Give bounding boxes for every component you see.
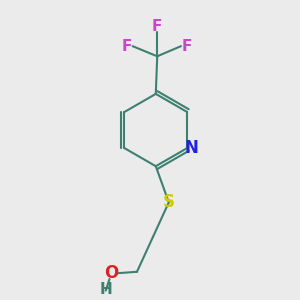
Text: N: N <box>184 139 198 157</box>
Text: O: O <box>104 264 118 282</box>
Text: H: H <box>99 282 112 297</box>
Text: F: F <box>182 39 192 54</box>
Text: S: S <box>163 194 175 211</box>
Text: F: F <box>152 19 162 34</box>
Text: F: F <box>122 39 132 54</box>
